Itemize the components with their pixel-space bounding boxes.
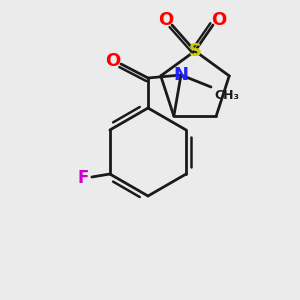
Text: S: S bbox=[188, 42, 202, 60]
Text: CH₃: CH₃ bbox=[214, 89, 239, 102]
Text: O: O bbox=[212, 11, 226, 29]
Text: O: O bbox=[158, 11, 174, 29]
Text: N: N bbox=[173, 66, 188, 84]
Text: F: F bbox=[77, 169, 88, 187]
Text: O: O bbox=[105, 52, 121, 70]
